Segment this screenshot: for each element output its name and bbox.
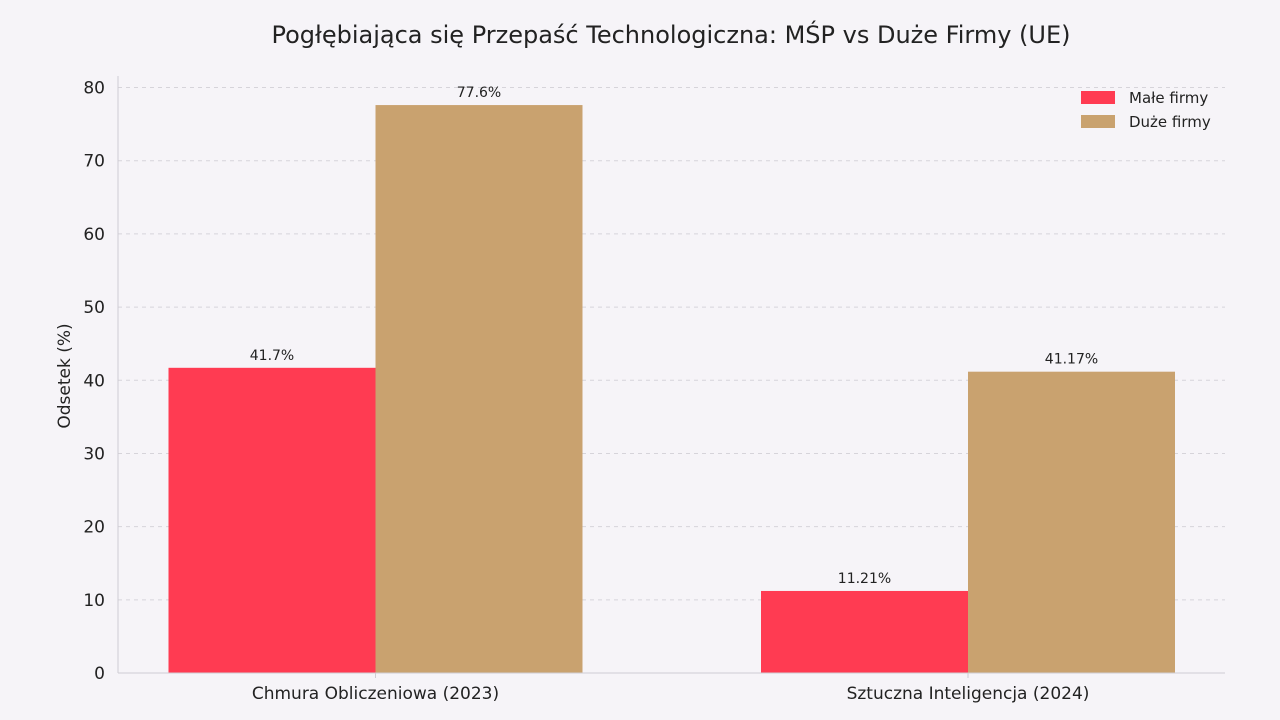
y-tick-label: 0: [94, 664, 105, 684]
bars-group: [168, 105, 1175, 673]
legend-swatch: [1081, 91, 1115, 104]
bar-value-label: 77.6%: [457, 85, 501, 101]
legend-swatch: [1081, 115, 1115, 128]
x-category-label: Chmura Obliczeniowa (2023): [252, 684, 499, 704]
bar-labels-group: 41.7% 77.6% 11.21% 41.17%: [250, 85, 1098, 587]
y-tick-label: 10: [83, 591, 105, 611]
y-tick-label: 50: [83, 298, 105, 318]
y-tick-label: 30: [83, 444, 105, 464]
y-axis-label: Odsetek (%): [55, 323, 75, 428]
y-tick-label: 60: [83, 225, 105, 245]
bar-small-firms: [168, 367, 376, 673]
y-tick-label: 70: [83, 152, 105, 172]
bar-large-firms: [375, 105, 583, 673]
legend: Małe firmy Duże firmy: [1081, 89, 1211, 131]
y-tick-label: 20: [83, 518, 105, 538]
bar-value-label: 41.7%: [250, 348, 294, 364]
axes-group: 0 10 20 30 40 50 60 70 80 Chmura Obliczeniowa (20…: [83, 76, 1225, 704]
bar-value-label: 11.21%: [838, 571, 891, 587]
chart-title: Pogłębiająca się Przepaść Technologiczna…: [272, 19, 1071, 49]
legend-label: Duże firmy: [1129, 113, 1211, 131]
y-tick-label: 40: [83, 371, 105, 391]
bar-value-label: 41.17%: [1045, 352, 1098, 368]
x-category-label: Sztuczna Inteligencja (2024): [847, 684, 1090, 704]
bar-large-firms: [968, 371, 1175, 673]
y-tick-label: 80: [83, 79, 105, 99]
legend-label: Małe firmy: [1129, 89, 1208, 107]
bar-small-firms: [761, 590, 968, 673]
